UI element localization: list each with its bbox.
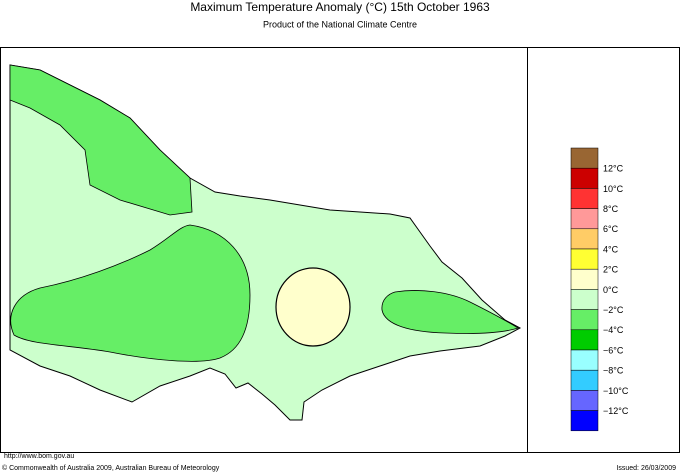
legend-swatch (570, 167, 599, 189)
legend-swatch (570, 410, 599, 432)
legend-label: 8°C (603, 204, 619, 214)
map (9, 64, 522, 421)
subtitle: Product of the National Climate Centre (263, 19, 417, 29)
legend-label: 0°C (603, 285, 619, 295)
legend: 12°C 10°C 8°C 6°C 4°C 2°C 0°C −2°C −4°C −6°C −8°C −… (570, 147, 629, 432)
legend-label: −6°C (603, 345, 624, 355)
anomaly-region (381, 290, 519, 334)
legend-swatch (570, 268, 599, 290)
source-url: http://www.bom.gov.au (4, 453, 74, 460)
anomaly-region (10, 224, 251, 362)
anomaly-region (9, 64, 193, 216)
legend-label: 4°C (603, 244, 619, 254)
issued-date: Issued: 26/03/2009 (616, 465, 676, 472)
legend-label: −4°C (603, 325, 624, 335)
legend-label: 12°C (603, 164, 624, 174)
legend-swatch (570, 248, 599, 270)
legend-label: −2°C (603, 305, 624, 315)
legend-label: 10°C (603, 184, 624, 194)
legend-label: −12°C (603, 406, 629, 416)
legend-swatch (570, 349, 599, 371)
anomaly-region (275, 267, 351, 347)
legend-swatch (570, 188, 599, 209)
legend-swatch (570, 147, 599, 169)
legend-swatch (570, 369, 599, 391)
legend-label: −8°C (603, 366, 624, 376)
legend-label: 2°C (603, 265, 619, 275)
legend-label: 6°C (603, 224, 619, 234)
legend-swatch (570, 228, 599, 250)
title: Maximum Temperature Anomaly (°C) 15th Oc… (190, 0, 490, 14)
legend-swatch (570, 329, 599, 351)
legend-swatch (570, 208, 599, 230)
copyright: © Commonwealth of Australia 2009, Austra… (2, 464, 220, 472)
legend-frame (527, 47, 680, 453)
legend-swatch (570, 309, 599, 331)
legend-swatch (570, 390, 599, 411)
legend-label: −10°C (603, 386, 629, 396)
legend-swatch (570, 289, 599, 310)
